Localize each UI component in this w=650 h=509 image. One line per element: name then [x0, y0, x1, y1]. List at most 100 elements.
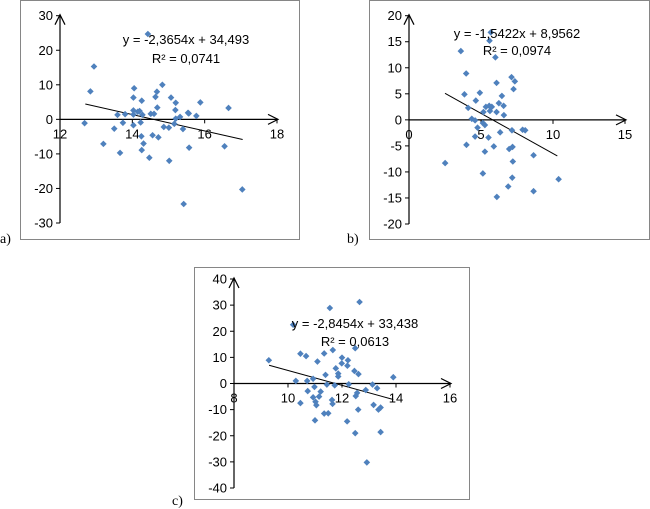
data-point — [172, 99, 180, 107]
data-point — [165, 124, 173, 131]
data-point — [555, 175, 562, 183]
data-point — [464, 104, 472, 112]
trendline — [444, 92, 558, 157]
data-point — [492, 54, 499, 61]
y-tick-label: -5 — [390, 138, 402, 153]
y-axis-arrow-icon — [54, 13, 66, 25]
x-tick-label: 15 — [618, 127, 632, 142]
y-tick-label: 5 — [395, 86, 402, 101]
x-tick-label: 10 — [546, 127, 560, 142]
y-axis-arrow-icon — [228, 276, 240, 289]
data-point — [476, 89, 484, 97]
chart-a: 30 20 10 0 -10 -20 -30 12 14 16 18 y = -2,3654x + 3… — [0, 0, 300, 247]
data-point — [90, 63, 98, 70]
y-tick-label: -10 — [208, 402, 227, 417]
data-point — [474, 124, 481, 131]
x-tick-label: 14 — [125, 126, 139, 141]
y-tick-label: 30 — [39, 8, 53, 23]
data-point — [138, 132, 145, 140]
data-point — [468, 115, 476, 123]
data-point — [320, 410, 328, 417]
data-point — [130, 111, 137, 118]
data-point — [332, 365, 340, 372]
x-tick-label: 5 — [477, 127, 484, 142]
y-tick-label: 0 — [46, 112, 53, 127]
y-tick-label: 30 — [213, 298, 227, 313]
data-point — [343, 418, 351, 425]
x-tick-label: 8 — [230, 391, 237, 406]
data-point — [496, 129, 504, 136]
data-point — [375, 406, 382, 413]
data-point — [344, 362, 351, 370]
x-axis-arrow-icon — [440, 377, 453, 390]
data-point — [139, 111, 146, 119]
data-point — [289, 321, 297, 329]
data-point — [441, 159, 449, 167]
data-point — [479, 170, 487, 177]
data-point — [317, 388, 324, 395]
x-tick-label: 16 — [197, 126, 211, 141]
y-tick-label: 40 — [213, 272, 227, 287]
data-point — [338, 360, 346, 367]
chart-frame — [20, 0, 300, 240]
data-point — [345, 380, 353, 388]
data-point — [110, 125, 118, 132]
data-point — [471, 133, 479, 140]
data-point — [500, 111, 508, 119]
y-tick-label: 20 — [213, 324, 227, 339]
data-point — [144, 30, 152, 38]
data-point — [329, 346, 337, 354]
data-point — [354, 406, 362, 413]
data-point — [160, 123, 168, 131]
data-point — [481, 148, 489, 155]
x-tick-label: 10 — [281, 391, 295, 406]
data-point — [152, 93, 159, 101]
data-point — [138, 97, 146, 104]
data-point — [324, 409, 332, 417]
x-axis-arrow-icon — [615, 114, 628, 126]
x-tick-label: 16 — [443, 391, 457, 406]
data-point — [292, 377, 300, 385]
data-point — [136, 107, 143, 115]
data-point — [153, 104, 161, 111]
r-squared-label: R² = 0,0741 — [152, 51, 220, 66]
data-point — [355, 370, 362, 378]
data-point — [87, 88, 94, 95]
data-point — [472, 97, 480, 104]
data-point — [530, 187, 537, 195]
y-tick-label: -30 — [34, 216, 53, 231]
y-tick-label: -15 — [383, 190, 402, 205]
data-point — [146, 154, 153, 162]
data-point — [137, 119, 144, 126]
data-point — [390, 373, 397, 381]
y-tick-label: 10 — [388, 60, 402, 75]
data-point — [323, 381, 331, 388]
x-tick-label: 18 — [270, 126, 284, 141]
data-point — [334, 373, 342, 380]
data-point — [309, 375, 317, 383]
data-point — [356, 298, 363, 306]
data-point — [114, 111, 121, 119]
data-point — [481, 121, 489, 129]
data-point — [121, 110, 129, 118]
data-point — [509, 143, 516, 151]
data-point — [482, 103, 490, 111]
trendline-equation: y = -2,3654x + 34,493 — [123, 32, 249, 47]
y-tick-label: -10 — [34, 146, 53, 161]
data-point — [165, 157, 173, 165]
data-point — [185, 110, 193, 117]
data-point — [351, 344, 359, 352]
data-point — [221, 142, 228, 150]
data-point — [155, 134, 162, 141]
y-tick-label: -30 — [208, 454, 227, 469]
data-point — [304, 387, 312, 395]
data-point — [167, 94, 175, 101]
data-point — [311, 417, 319, 424]
data-point — [530, 151, 537, 159]
chart-c: 40 30 20 10 0 -10 -20 -30 -40 8 10 12 14 16 y = -2,845… — [172, 267, 470, 509]
data-point — [297, 399, 304, 407]
data-point — [508, 73, 515, 81]
data-point — [140, 140, 147, 147]
data-point — [505, 145, 513, 153]
